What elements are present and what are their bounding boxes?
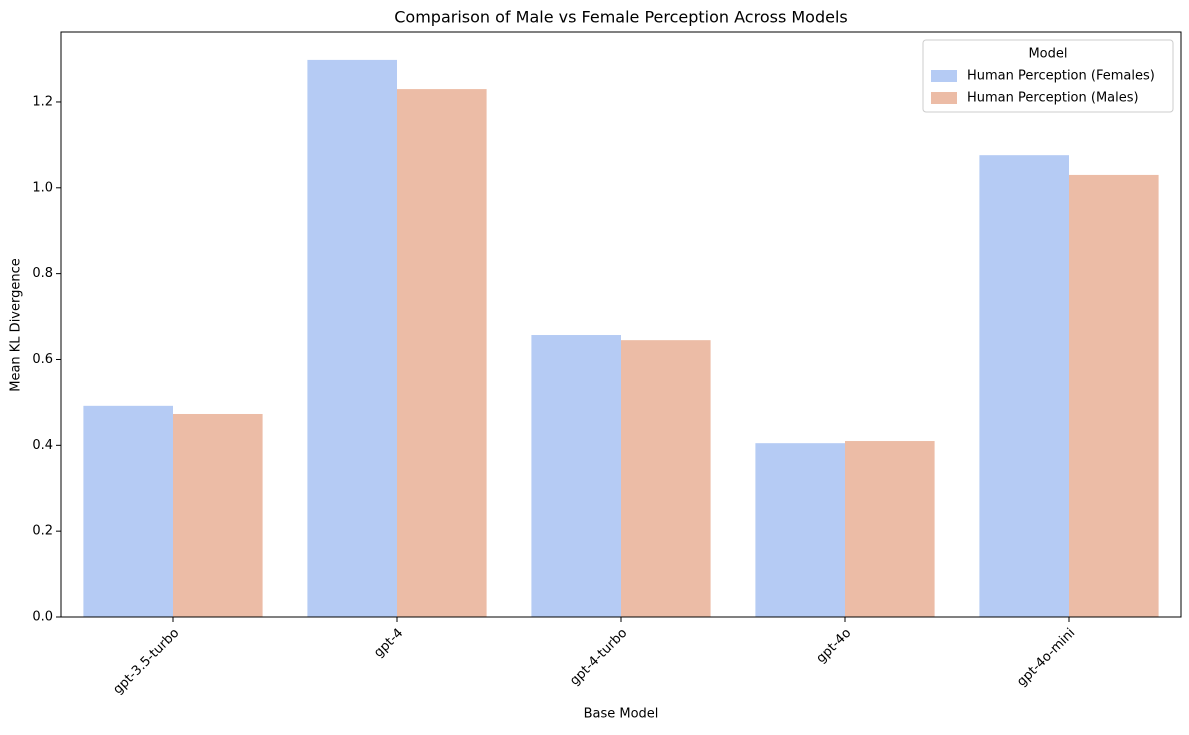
chart-title: Comparison of Male vs Female Perception …	[394, 8, 848, 27]
bar	[307, 59, 397, 618]
legend-label: Human Perception (Females)	[967, 69, 1155, 84]
x-tick-label: gpt-4o	[814, 626, 855, 667]
bar	[83, 405, 173, 617]
legend-swatch	[931, 92, 957, 104]
y-tick-label: 1.2	[32, 94, 53, 109]
y-tick-label: 0.0	[32, 610, 53, 625]
plot-frame	[60, 31, 1182, 618]
y-tick-label: 0.6	[32, 352, 53, 367]
legend-box	[922, 39, 1174, 113]
legend-label: Human Perception (Males)	[967, 91, 1139, 106]
x-axis-label: Base Model	[584, 707, 659, 722]
y-axis-label: Mean KL Divergence	[9, 258, 24, 392]
bar	[845, 441, 935, 617]
legend-swatch	[931, 70, 957, 82]
bar	[979, 155, 1069, 617]
bar	[397, 89, 487, 618]
x-tick-label: gpt-4-turbo	[567, 626, 630, 689]
bar	[173, 413, 263, 617]
y-tick-label: 1.0	[32, 180, 53, 195]
x-tick-label: gpt-4o-mini	[1014, 626, 1078, 690]
y-tick-label: 0.4	[32, 438, 53, 453]
bar	[1069, 174, 1159, 617]
legend-title: Model	[1028, 47, 1067, 62]
bar	[621, 340, 711, 617]
y-tick-label: 0.2	[32, 524, 53, 539]
y-tick-label: 0.8	[32, 266, 53, 281]
bar	[755, 443, 845, 617]
x-tick-label: gpt-4	[371, 626, 406, 661]
x-tick-label: gpt-3.5-turbo	[110, 626, 182, 698]
bar	[531, 335, 621, 617]
